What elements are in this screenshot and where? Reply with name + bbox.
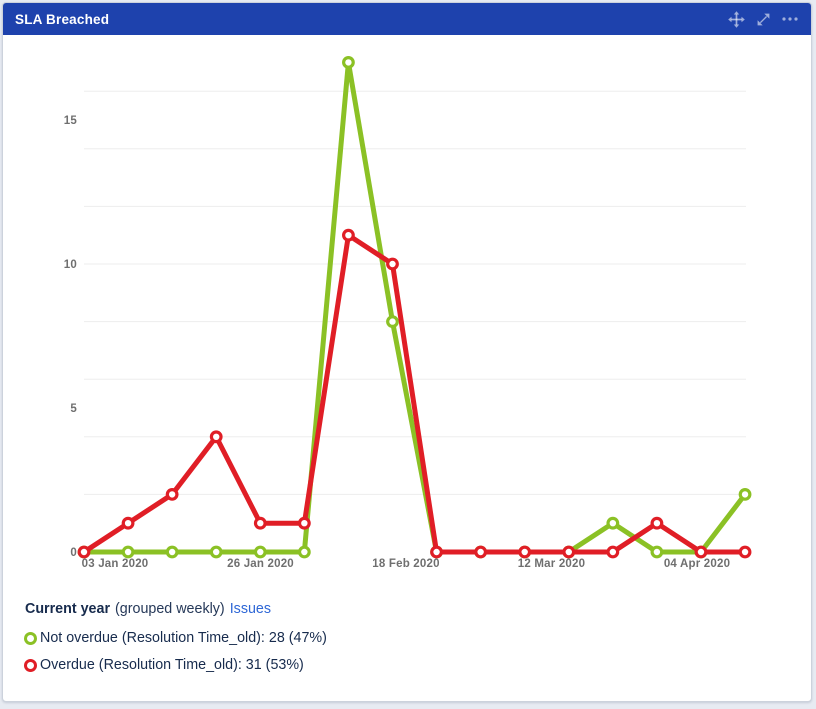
data-point-overdue[interactable]: [430, 545, 443, 559]
move-icon[interactable]: [727, 10, 745, 28]
data-point-overdue[interactable]: [77, 545, 91, 559]
data-point-not-overdue[interactable]: [606, 516, 620, 530]
legend-item-overdue[interactable]: Overdue (Resolution Time_old): 31 (53%): [24, 655, 327, 675]
data-point-not-overdue[interactable]: [738, 488, 752, 501]
x-tick-label: 03 Jan 2020: [82, 558, 149, 570]
more-icon[interactable]: [781, 10, 799, 28]
data-point-not-overdue[interactable]: [297, 545, 311, 559]
data-point-overdue[interactable]: [297, 516, 311, 530]
y-tick-label: 5: [70, 403, 77, 415]
data-point-overdue[interactable]: [562, 545, 576, 559]
issues-link[interactable]: Issues: [229, 601, 272, 617]
x-tick-label: 18 Feb 2020: [372, 558, 439, 570]
legend-marker-green-icon: [24, 631, 37, 645]
data-point-not-overdue[interactable]: [209, 545, 223, 559]
gadget-header: SLA Breached: [3, 3, 811, 35]
legend-item-not-overdue[interactable]: Not overdue (Resolution Time_old): 28 (4…: [24, 628, 327, 648]
data-point-not-overdue[interactable]: [342, 55, 355, 69]
data-point-overdue[interactable]: [650, 516, 664, 530]
data-point-overdue[interactable]: [386, 257, 399, 271]
x-tick-label: 04 Apr 2020: [664, 558, 730, 570]
data-point-not-overdue[interactable]: [650, 545, 664, 559]
gadget-title: SLA Breached: [15, 11, 110, 27]
y-tick-label: 15: [64, 115, 78, 127]
data-point-not-overdue[interactable]: [121, 545, 135, 559]
data-point-not-overdue[interactable]: [253, 545, 267, 559]
x-tick-label: 12 Mar 2020: [518, 558, 585, 570]
data-point-overdue[interactable]: [165, 488, 179, 501]
legend-label-overdue: Overdue (Resolution Time_old): 31 (53%): [40, 657, 304, 673]
legend-context: Current year (grouped weekly) Issues: [24, 601, 327, 621]
data-point-overdue[interactable]: [694, 545, 708, 559]
legend-context-title: Current year: [25, 601, 111, 617]
y-tick-label: 0: [70, 547, 77, 559]
legend-context-grouping: (grouped weekly): [115, 601, 225, 617]
x-tick-label: 26 Jan 2020: [227, 558, 294, 570]
data-point-overdue[interactable]: [342, 228, 355, 242]
data-point-overdue[interactable]: [121, 516, 135, 530]
data-point-overdue[interactable]: [518, 545, 532, 559]
legend-marker-red-icon: [24, 658, 37, 672]
data-point-overdue[interactable]: [209, 430, 223, 444]
data-point-overdue[interactable]: [738, 545, 752, 559]
expand-icon[interactable]: [754, 10, 772, 28]
data-point-overdue[interactable]: [606, 545, 620, 559]
data-point-overdue[interactable]: [253, 516, 267, 530]
legend-label-not-overdue: Not overdue (Resolution Time_old): 28 (4…: [40, 630, 327, 646]
sla-line-chart[interactable]: 0 5 10 15 03 Jan 2020 26 Jan 2020 18 Feb 2020 1…: [3, 36, 815, 583]
gadget-header-actions: [727, 10, 799, 28]
data-point-not-overdue[interactable]: [165, 545, 179, 559]
data-point-overdue[interactable]: [474, 545, 488, 559]
y-tick-label: 10: [64, 259, 77, 271]
legend: Current year (grouped weekly) Issues Not…: [24, 601, 327, 675]
data-point-not-overdue[interactable]: [386, 315, 399, 329]
series-line-overdue: [81, 232, 748, 555]
